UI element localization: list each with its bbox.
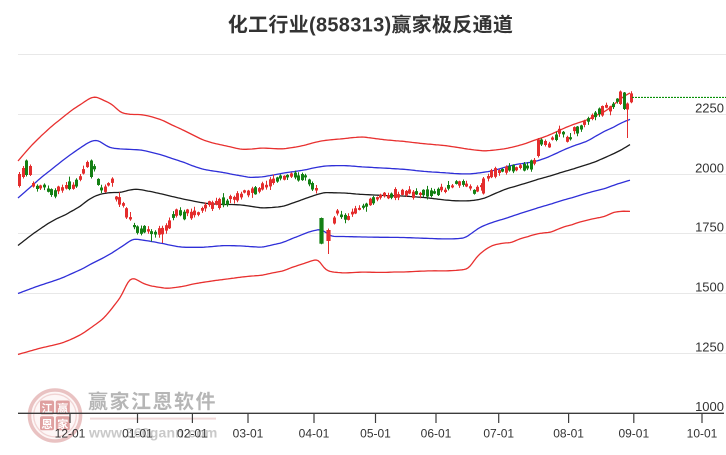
svg-text:01-01: 01-01 xyxy=(122,427,153,441)
svg-text:04-01: 04-01 xyxy=(299,427,330,441)
svg-text:08-01: 08-01 xyxy=(553,427,584,441)
svg-text:09-01: 09-01 xyxy=(618,427,649,441)
svg-text:1000: 1000 xyxy=(695,399,724,414)
svg-text:12-01: 12-01 xyxy=(55,427,86,441)
svg-text:10-01: 10-01 xyxy=(687,427,718,441)
svg-text:1500: 1500 xyxy=(695,279,724,294)
svg-text:07-01: 07-01 xyxy=(483,427,514,441)
svg-text:www.360gann.com: www.360gann.com xyxy=(88,425,218,441)
svg-text:06-01: 06-01 xyxy=(421,427,452,441)
svg-text:1250: 1250 xyxy=(695,339,724,354)
svg-text:2000: 2000 xyxy=(695,160,724,175)
svg-text:05-01: 05-01 xyxy=(360,427,391,441)
svg-text:02-01: 02-01 xyxy=(177,427,208,441)
svg-text:(858313): (858313) xyxy=(309,15,391,37)
svg-text:1750: 1750 xyxy=(695,219,724,234)
svg-text:03-01: 03-01 xyxy=(233,427,264,441)
svg-text:2250: 2250 xyxy=(695,100,724,115)
